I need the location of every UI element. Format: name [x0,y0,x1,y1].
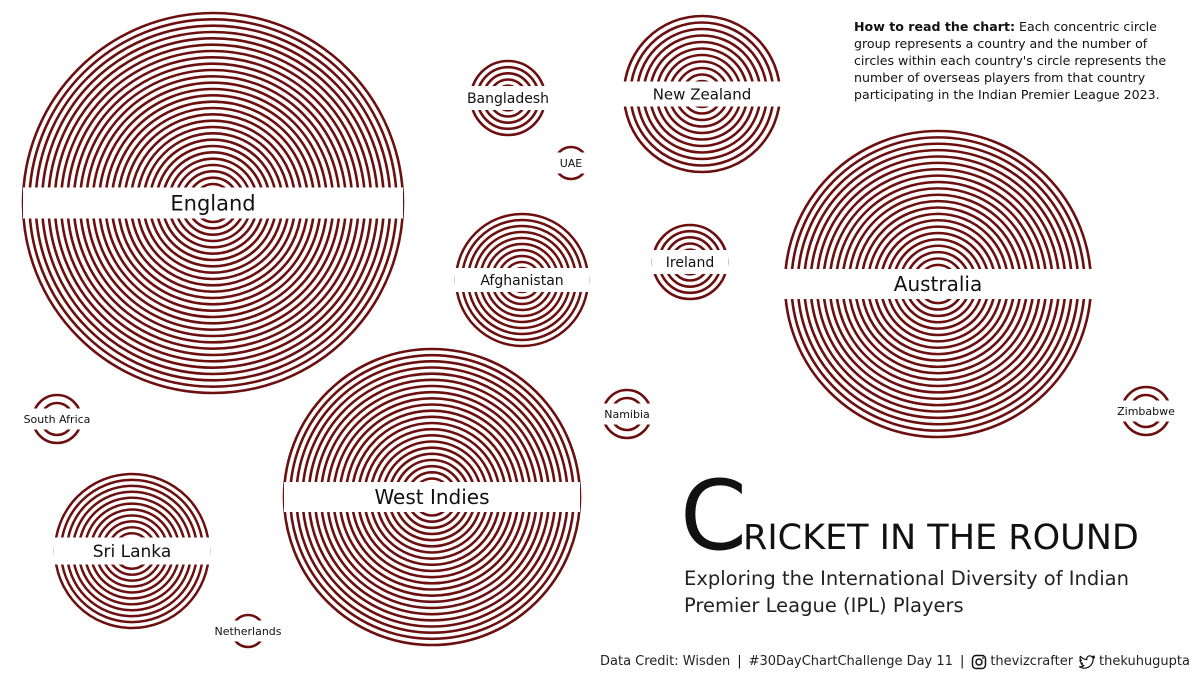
chart-title: CRICKET IN THE ROUND [680,468,1195,564]
label-band [284,482,580,512]
country-label-new-zealand: New Zealand [653,85,752,103]
twitter-icon [1078,655,1096,669]
label-band [783,269,1093,299]
country-group-namibia: Namibia [598,388,656,440]
label-band [455,268,589,292]
country-group-england: England [21,11,405,395]
label-band [15,408,99,430]
country-group-ireland: Ireland [651,223,729,301]
country-label-namibia: Namibia [604,408,650,421]
country-label-afghanistan: Afghanistan [480,273,563,289]
label-band [598,403,656,425]
country-group-uae: UAE [551,145,591,181]
data-credit: Data Credit: Wisden [600,654,731,669]
separator: | [737,654,742,669]
challenge-tag: #30DayChartChallenge Day 11 [748,654,953,669]
country-group-new-zealand: New Zealand [622,14,782,174]
country-group-afghanistan: Afghanistan [454,212,590,348]
note-lead: How to read the chart: [854,19,1016,34]
country-group-west-indies: West Indies [282,347,582,647]
country-label-australia: Australia [894,272,982,296]
label-band [23,187,403,219]
country-group-south-africa: South Africa [15,393,99,445]
separator: | [959,654,965,669]
label-band [551,152,591,174]
instagram-handle-text: thevizcrafter [990,654,1074,669]
label-band [212,620,284,642]
credits-footer: Data Credit: Wisden | #30DayChartChallen… [600,652,1190,672]
instagram-icon [972,654,987,670]
country-label-west-indies: West Indies [374,485,489,509]
country-label-uae: UAE [560,157,583,170]
label-band [622,81,782,107]
country-group-sri-lanka: Sri Lanka [53,472,211,630]
chart-subtitle: Exploring the International Diversity of… [684,567,1129,617]
country-label-england: England [170,192,255,216]
title-initial: C [680,460,748,572]
country-label-bangladesh: Bangladesh [467,91,549,107]
twitter-handle-text: thekuhugupta [1099,654,1190,669]
country-label-netherlands: Netherlands [214,625,281,638]
label-band [652,250,728,274]
title-rest: RICKET IN THE ROUND [743,518,1139,558]
country-group-netherlands: Netherlands [212,613,284,649]
country-label-zimbabwe: Zimbabwe [1117,405,1175,418]
country-group-australia: Australia [783,129,1093,439]
twitter-handle[interactable]: thekuhugupta [1078,652,1190,672]
note-text: Each concentric circle group represents … [854,19,1167,102]
instagram-handle[interactable]: thevizcrafter [971,652,1073,672]
country-label-sri-lanka: Sri Lanka [93,542,172,562]
label-band [54,537,210,565]
label-band [463,86,553,110]
country-label-south-africa: South Africa [24,413,91,426]
country-group-zimbabwe: Zimbabwe [1114,385,1178,437]
country-label-ireland: Ireland [666,255,714,271]
label-band [1114,400,1178,422]
country-group-bangladesh: Bangladesh [463,59,553,137]
how-to-read-note: How to read the chart: Each concentric c… [854,18,1174,103]
